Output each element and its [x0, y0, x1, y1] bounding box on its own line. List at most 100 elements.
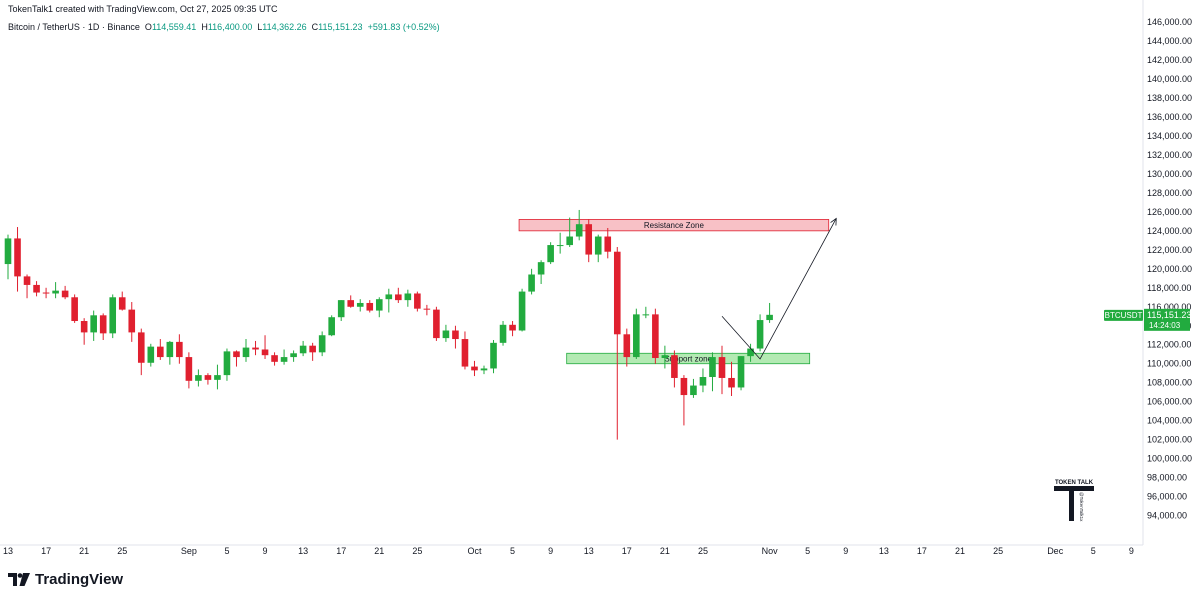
candle-body [109, 297, 117, 334]
projection-layer [721, 217, 837, 360]
time-tick-label: Oct [467, 546, 482, 556]
price-tick-label: 108,000.00 [1147, 378, 1192, 388]
candle-body [80, 321, 88, 333]
price-tag-countdown: 14:24:03 [1149, 321, 1181, 330]
candle-body [176, 341, 183, 358]
candle-body [423, 308, 431, 310]
candle-body [4, 238, 12, 265]
high-key: H [201, 22, 208, 32]
price-tick-label: 136,000.00 [1147, 112, 1192, 122]
price-axis[interactable]: 146,000.00 144,000.00 142,000.00 140,000.00… [1147, 17, 1192, 521]
candle-body [528, 274, 535, 292]
time-tick-label: Nov [762, 546, 779, 556]
time-tick-label: 9 [843, 546, 848, 556]
candle-body [642, 314, 650, 316]
time-tick-label: 5 [805, 546, 810, 556]
candle-body [118, 297, 126, 310]
attribution-line: TokenTalk1 created with TradingView.com,… [8, 4, 278, 14]
plot-area [0, 0, 1143, 545]
candle-body [252, 347, 259, 350]
time-tick-label: 17 [41, 546, 51, 556]
candle-body [385, 294, 393, 300]
time-tick-label: 25 [117, 546, 127, 556]
time-tick-label: Dec [1047, 546, 1064, 556]
candle-body [747, 348, 754, 357]
candle-body [728, 377, 735, 388]
candle-body [137, 332, 145, 363]
price-tick-label: 110,000.00 [1147, 359, 1191, 369]
resistance-zone-label: Resistance Zone [644, 221, 705, 230]
candle-body [699, 377, 707, 386]
time-tick-label: 17 [336, 546, 346, 556]
candle-body [128, 309, 136, 333]
open-value: 114,559.41 [151, 22, 197, 32]
candle-body [195, 375, 202, 381]
price-tick-label: 106,000.00 [1147, 397, 1192, 407]
candle-body [395, 294, 402, 301]
price-tick-label: 116,000.00 [1147, 302, 1191, 312]
time-tick-label: 9 [548, 546, 553, 556]
price-tick-label: 102,000.00 [1147, 435, 1192, 445]
candle-body [299, 345, 307, 354]
price-tag-bg [1144, 308, 1190, 331]
candle-body [347, 300, 355, 307]
candle-body [147, 346, 155, 363]
candle-body [185, 357, 193, 381]
price-tick-label: 138,000.00 [1147, 93, 1192, 103]
candle-body [233, 351, 240, 358]
time-tick-label: 17 [622, 546, 632, 556]
candle-body [328, 317, 335, 336]
candle-body [90, 315, 97, 333]
legend-ohlc: Bitcoin / TetherUS · 1D · Binance O114,5… [8, 22, 440, 32]
candle-body [652, 314, 659, 359]
symbol-tag-text: BTCUSDT [1105, 311, 1143, 320]
candle-body [480, 368, 488, 371]
candle-body [61, 290, 69, 298]
candle-body [518, 291, 526, 331]
candle-body [499, 324, 507, 343]
candle-body [604, 236, 612, 252]
time-tick-label: 21 [374, 546, 384, 556]
candle-body [52, 290, 59, 294]
candle-body [280, 357, 288, 362]
zones-layer: Resistance Zone Support zone [518, 219, 830, 365]
candle-body [442, 330, 450, 339]
candle-body [461, 339, 469, 367]
price-tick-label: 142,000.00 [1147, 55, 1192, 65]
candle-body [680, 377, 688, 396]
time-tick-label: 13 [298, 546, 308, 556]
time-tick-label: 13 [3, 546, 13, 556]
candle-body [452, 330, 459, 340]
candle-body [223, 351, 231, 376]
time-axis[interactable]: 13 17 21 25 Sep 5 9 13 17 21 25 Oct 5 9 13 17 21 25 Nov 5 9 1… [3, 546, 1134, 556]
price-tick-label: 94,000.00 [1147, 511, 1187, 521]
time-tick-label: 25 [993, 546, 1003, 556]
candle-body [214, 375, 221, 380]
price-tick-label: 124,000.00 [1147, 226, 1192, 236]
token-talk-watermark: TOKEN TALK @TokenTalk1x [1054, 480, 1094, 522]
time-tick-label: 9 [263, 546, 268, 556]
candle-body [509, 324, 516, 331]
candle-body [71, 297, 78, 322]
price-tag-price: 115,151.23 [1147, 310, 1191, 320]
price-tick-label: 96,000.00 [1147, 492, 1187, 502]
candle-body [556, 245, 564, 247]
candle-body [404, 293, 412, 301]
candle-body [242, 347, 250, 358]
candle-body [718, 357, 726, 378]
candle-body [566, 236, 573, 246]
candle-body [671, 355, 678, 378]
price-tick-label: 100,000.00 [1147, 454, 1192, 464]
price-tick-label: 120,000.00 [1147, 264, 1192, 274]
tradingview-logo[interactable]: TradingView [8, 571, 123, 588]
price-tick-label: 126,000.00 [1147, 207, 1192, 217]
candle-body [14, 238, 21, 277]
watermark-brand-text: TOKEN TALK [1055, 480, 1094, 486]
low-key: L [257, 22, 263, 32]
candle-body [690, 385, 697, 396]
low-value: 114,362.26 [262, 22, 307, 32]
time-tick-label: 5 [1091, 546, 1096, 556]
symbol-title[interactable]: Bitcoin / TetherUS · 1D · Binance [8, 22, 140, 32]
